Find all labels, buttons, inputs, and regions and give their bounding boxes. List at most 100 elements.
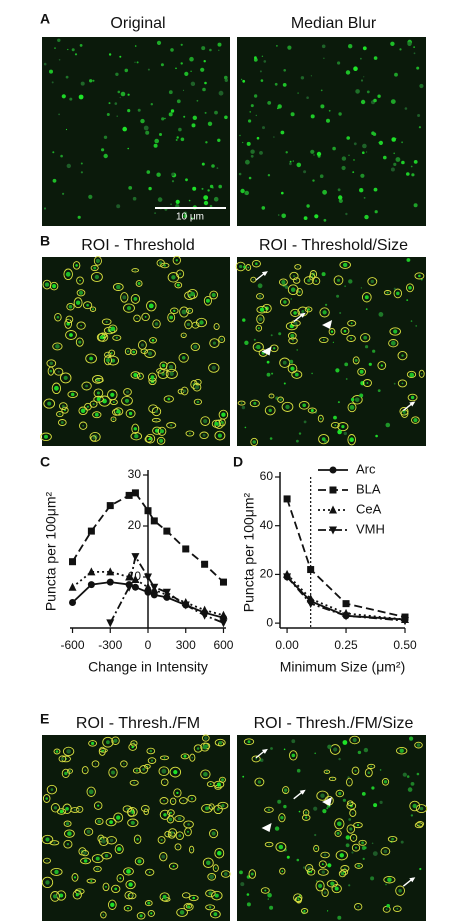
roi-outline xyxy=(157,836,166,844)
roi-outline xyxy=(61,406,69,414)
arrow-head xyxy=(299,789,306,795)
roi-outline xyxy=(330,421,340,429)
roi-outline xyxy=(347,402,357,413)
puncta xyxy=(44,434,48,439)
puncta xyxy=(360,99,366,105)
puncta xyxy=(221,778,224,782)
roi-outline xyxy=(75,337,84,347)
puncta xyxy=(306,204,310,208)
puncta xyxy=(59,893,64,898)
puncta xyxy=(303,170,307,174)
roi-outline xyxy=(110,416,117,422)
puncta xyxy=(218,90,224,96)
puncta xyxy=(149,749,153,753)
puncta xyxy=(341,165,346,171)
roi-outline xyxy=(407,393,418,402)
puncta xyxy=(350,322,353,325)
arrow-head xyxy=(261,271,268,277)
roi-outline xyxy=(166,422,177,429)
puncta xyxy=(224,75,228,80)
puncta xyxy=(335,368,340,373)
puncta xyxy=(136,61,139,64)
puncta xyxy=(126,390,129,394)
legend-label: VMH xyxy=(356,521,385,536)
roi-outline xyxy=(116,873,125,883)
roi-outline xyxy=(65,330,77,340)
marker xyxy=(131,575,140,584)
puncta xyxy=(159,370,162,372)
marker xyxy=(144,582,152,591)
roi-outline xyxy=(185,430,195,437)
roi-outline xyxy=(130,740,138,747)
roi-outline xyxy=(102,882,110,892)
puncta xyxy=(60,154,63,158)
puncta xyxy=(150,375,155,380)
roi-outline xyxy=(301,814,311,821)
puncta xyxy=(326,771,328,773)
puncta xyxy=(406,299,409,301)
puncta xyxy=(80,324,82,327)
puncta xyxy=(171,834,173,836)
roi-outline xyxy=(93,395,104,403)
roi-outline xyxy=(101,318,112,326)
y-tick-label: 40 xyxy=(260,518,274,532)
puncta xyxy=(255,262,258,266)
marker xyxy=(144,573,152,582)
puncta xyxy=(66,749,71,754)
puncta xyxy=(239,134,241,137)
puncta xyxy=(161,854,166,859)
puncta xyxy=(270,395,273,397)
roi-outline xyxy=(194,378,202,386)
puncta xyxy=(267,892,272,898)
roi-outline xyxy=(303,276,314,285)
micrograph xyxy=(237,735,428,921)
puncta xyxy=(345,70,351,75)
roi-outline xyxy=(337,422,349,432)
roi-outline xyxy=(278,813,286,823)
roi-outline xyxy=(79,421,88,430)
puncta xyxy=(348,279,353,284)
puncta xyxy=(176,283,180,287)
puncta xyxy=(254,56,257,60)
puncta xyxy=(80,81,85,86)
puncta xyxy=(111,770,115,775)
puncta xyxy=(320,793,325,798)
puncta xyxy=(113,401,115,403)
puncta xyxy=(216,808,220,811)
puncta xyxy=(140,118,145,124)
micrograph xyxy=(41,734,231,921)
puncta xyxy=(418,126,421,129)
puncta xyxy=(370,765,373,768)
roi-outline xyxy=(251,755,261,763)
puncta xyxy=(221,421,224,424)
roi-outline xyxy=(51,382,62,395)
puncta xyxy=(257,780,262,784)
series-line xyxy=(286,573,406,621)
puncta xyxy=(255,758,257,760)
puncta xyxy=(209,783,212,785)
puncta xyxy=(399,48,402,51)
puncta xyxy=(128,882,133,887)
puncta xyxy=(94,274,100,280)
puncta xyxy=(417,114,421,117)
puncta xyxy=(168,112,173,117)
roi-outline xyxy=(290,308,300,317)
puncta xyxy=(128,186,133,190)
puncta xyxy=(379,800,383,805)
puncta xyxy=(207,121,213,127)
puncta xyxy=(116,115,118,117)
marker xyxy=(283,495,291,503)
puncta xyxy=(217,42,222,47)
puncta xyxy=(373,187,378,192)
puncta xyxy=(321,870,325,874)
puncta xyxy=(299,894,301,897)
roi-outline xyxy=(159,809,171,820)
puncta xyxy=(79,44,83,47)
puncta xyxy=(145,130,150,135)
roi-outline xyxy=(102,736,114,748)
roi-outline xyxy=(67,390,78,399)
roi-outline xyxy=(192,383,202,392)
puncta xyxy=(373,803,378,808)
x-tick-label: -600 xyxy=(61,638,85,652)
puncta xyxy=(349,802,352,805)
